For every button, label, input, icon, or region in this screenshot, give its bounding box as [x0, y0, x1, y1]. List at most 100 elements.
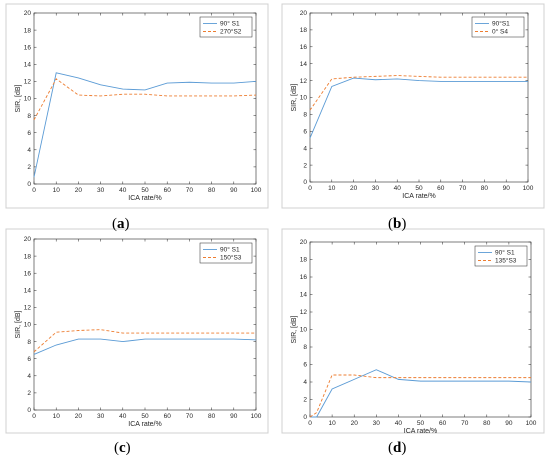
x-tick-label: 30: [372, 185, 380, 192]
y-tick-label: 12: [300, 78, 308, 85]
panel-frame: [5, 3, 269, 209]
x-tick-label: 60: [164, 187, 172, 194]
x-tick-label: 50: [415, 185, 423, 192]
y-tick-label: 4: [27, 373, 31, 380]
y-tick-label: 14: [300, 61, 308, 68]
y-tick-label: 20: [300, 239, 308, 246]
x-tick-label: 40: [395, 420, 403, 427]
y-tick-label: 12: [24, 305, 32, 312]
y-axis-label: SIR, [dB]: [15, 310, 22, 338]
y-tick-label: 18: [300, 27, 308, 34]
y-tick-label: 14: [300, 292, 308, 299]
x-tick-label: 30: [373, 420, 381, 427]
x-tick-label: 50: [141, 413, 149, 420]
x-tick-label: 40: [394, 185, 402, 192]
y-tick-label: 16: [300, 274, 308, 281]
x-tick-label: 20: [351, 420, 359, 427]
y-tick-label: 0: [27, 181, 31, 188]
caption-b: (b): [388, 216, 407, 232]
series-line-1: [33, 72, 257, 178]
y-tick-label: 20: [300, 10, 308, 17]
x-tick-label: 80: [481, 185, 489, 192]
y-tick-label: 4: [27, 147, 31, 154]
y-tick-label: 0: [27, 407, 31, 414]
chart-panel-b: 0 10 20 30 40 50 60 70 80 90 100 0 2 4 6 8 10 12 14 16 18 20 I…: [281, 3, 545, 209]
x-tick-label: 60: [164, 413, 172, 420]
x-tick-label: 60: [439, 420, 447, 427]
legend-box: [199, 242, 253, 264]
x-tick-label: 20: [350, 185, 358, 192]
y-tick-label: 18: [24, 27, 32, 34]
x-tick-label: 100: [251, 413, 262, 420]
chart-panel-c: 0 10 20 30 40 50 60 70 80 90 100 0 2 4 6 8 10 12 14 16 18 20 I…: [5, 228, 269, 434]
x-tick-label: 80: [208, 187, 216, 194]
x-tick-label: 0: [32, 413, 36, 420]
y-tick-label: 10: [24, 96, 32, 103]
y-tick-label: 10: [300, 95, 308, 102]
x-tick-label: 90: [505, 420, 513, 427]
x-tick-label: 50: [417, 420, 425, 427]
x-tick-label: 70: [186, 187, 194, 194]
x-tick-label: 60: [437, 185, 445, 192]
y-tick-label: 8: [303, 112, 307, 119]
x-tick-label: 10: [328, 420, 336, 427]
y-tick-label: 18: [300, 257, 308, 264]
x-axis-label: ICA rate/%: [128, 421, 161, 428]
legend-label-1: 90°S1: [492, 20, 510, 28]
y-tick-label: 6: [27, 130, 31, 137]
caption-c: (c): [114, 440, 131, 456]
x-tick-label: 80: [208, 413, 216, 420]
y-tick-label: 20: [24, 236, 32, 243]
legend-label-1: 90° S1: [220, 20, 240, 28]
y-tick-label: 8: [27, 339, 31, 346]
y-axis-label: SIR, [dB]: [291, 315, 298, 343]
y-tick-label: 12: [24, 79, 32, 86]
x-tick-label: 20: [75, 413, 83, 420]
panel-frame: [281, 3, 545, 209]
chart-panel-d: 0 10 20 30 40 50 60 70 80 90 100 0 2 4 6 8 10 12 14 16 18 20 I…: [281, 228, 545, 435]
y-tick-label: 16: [24, 270, 32, 277]
legend-label-1: 90° S1: [495, 249, 515, 257]
x-tick-label: 70: [459, 185, 467, 192]
x-tick-label: 40: [119, 187, 127, 194]
y-tick-label: 2: [27, 390, 31, 397]
x-tick-label: 10: [53, 187, 61, 194]
x-tick-label: 10: [328, 185, 336, 192]
series-line-1: [33, 338, 257, 355]
y-tick-label: 6: [27, 356, 31, 363]
series-line-2: [33, 329, 256, 353]
series-line-2: [33, 78, 257, 121]
y-tick-label: 14: [24, 288, 32, 295]
x-tick-label: 50: [141, 187, 149, 194]
legend-box: [471, 16, 525, 38]
x-tick-label: 90: [230, 187, 238, 194]
y-tick-label: 4: [303, 379, 307, 386]
x-axis-label: ICA rate/%: [128, 195, 161, 202]
series-line-1: [310, 369, 532, 418]
x-tick-label: 90: [503, 185, 511, 192]
y-tick-label: 18: [24, 253, 32, 260]
y-tick-label: 10: [300, 327, 308, 334]
y-tick-label: 10: [24, 322, 32, 329]
x-tick-label: 30: [97, 413, 105, 420]
series-line-2: [309, 75, 528, 111]
caption-d: (d): [388, 440, 407, 456]
chart-panel-a: 0 10 20 30 40 50 60 70 80 90 100 0 2 4 6 8 10 12 14 16 18 20 I…: [5, 3, 269, 209]
y-tick-label: 12: [300, 309, 308, 316]
y-axis-label: SIR, [dB]: [15, 84, 22, 112]
x-tick-label: 70: [461, 420, 469, 427]
caption-a: (a): [112, 216, 130, 232]
x-tick-label: 100: [526, 420, 537, 427]
y-tick-label: 6: [303, 362, 307, 369]
y-tick-label: 20: [24, 10, 32, 17]
series-line-2: [309, 374, 531, 418]
x-tick-label: 0: [32, 187, 36, 194]
legend-label-1: 90° S1: [220, 246, 240, 254]
legend-box: [199, 16, 253, 38]
series-line-1: [309, 77, 528, 139]
y-tick-label: 2: [27, 164, 31, 171]
y-tick-label: 2: [303, 162, 307, 169]
